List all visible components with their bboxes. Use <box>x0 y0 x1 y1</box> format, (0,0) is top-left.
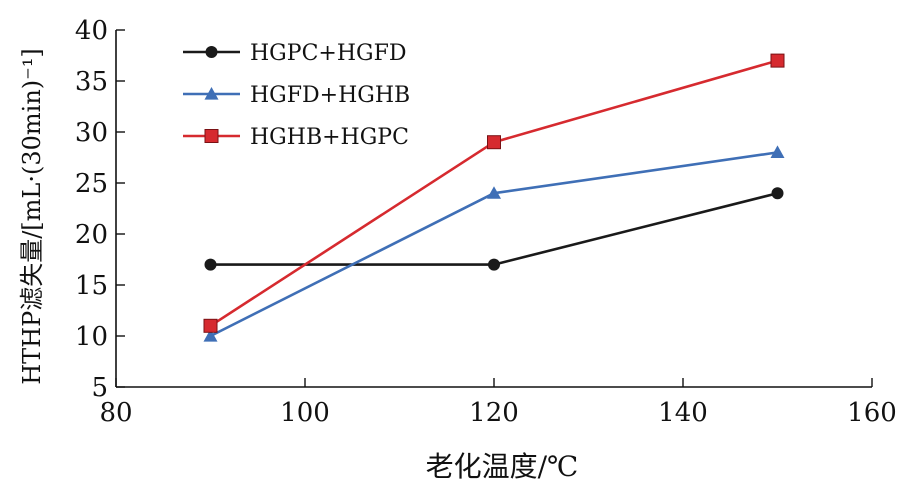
x-tick-label: 100 <box>280 398 330 428</box>
y-tick-label: 30 <box>75 118 108 148</box>
legend-marker <box>205 46 218 58</box>
series-area <box>203 53 785 342</box>
data-point <box>203 329 218 342</box>
data-point <box>770 145 785 158</box>
legend-label: HGHB+HGPC <box>250 125 409 150</box>
legend: HGPC+HGFD HGFD+HGHB HGHB+HGPC <box>183 41 410 150</box>
data-point <box>203 318 218 333</box>
y-tick-label: 40 <box>75 16 108 46</box>
y-tick-label: 25 <box>75 169 108 199</box>
y-tick-label: 35 <box>75 67 108 97</box>
legend-entry: HGHB+HGPC <box>183 125 409 150</box>
data-point <box>204 258 217 271</box>
legend-entry: HGFD+HGHB <box>183 83 410 108</box>
legend-label: HGFD+HGHB <box>250 83 410 108</box>
data-point <box>770 53 785 68</box>
series-3 <box>203 53 785 333</box>
y-tick-label: 5 <box>91 373 108 403</box>
y-tick-label: 15 <box>75 271 108 301</box>
series-line <box>209 151 778 338</box>
legend-entry: HGPC+HGFD <box>183 41 407 66</box>
x-tick-label: 160 <box>847 398 897 428</box>
x-tick-label: 80 <box>99 398 132 428</box>
x-tick-label: 120 <box>469 398 519 428</box>
y-axis-title: HTHP滤失量/[mL·(30min)⁻¹] <box>18 48 46 385</box>
data-point <box>771 187 784 200</box>
data-point <box>487 186 501 199</box>
legend-label: HGPC+HGFD <box>250 41 407 66</box>
series-1 <box>204 187 784 271</box>
series-2 <box>203 145 785 342</box>
legend-marker <box>204 87 219 100</box>
y-tick-label: 10 <box>75 322 108 352</box>
x-axis-title: 老化温度/℃ <box>426 450 579 483</box>
data-point <box>488 258 500 271</box>
data-point <box>487 135 501 150</box>
axes: 5 10 15 20 25 30 35 40 80 100 120 140 160 <box>75 16 897 428</box>
y-tick-label: 20 <box>75 220 108 250</box>
legend-marker <box>204 129 219 143</box>
x-tick-label: 140 <box>658 398 708 428</box>
series-line <box>210 191 778 266</box>
